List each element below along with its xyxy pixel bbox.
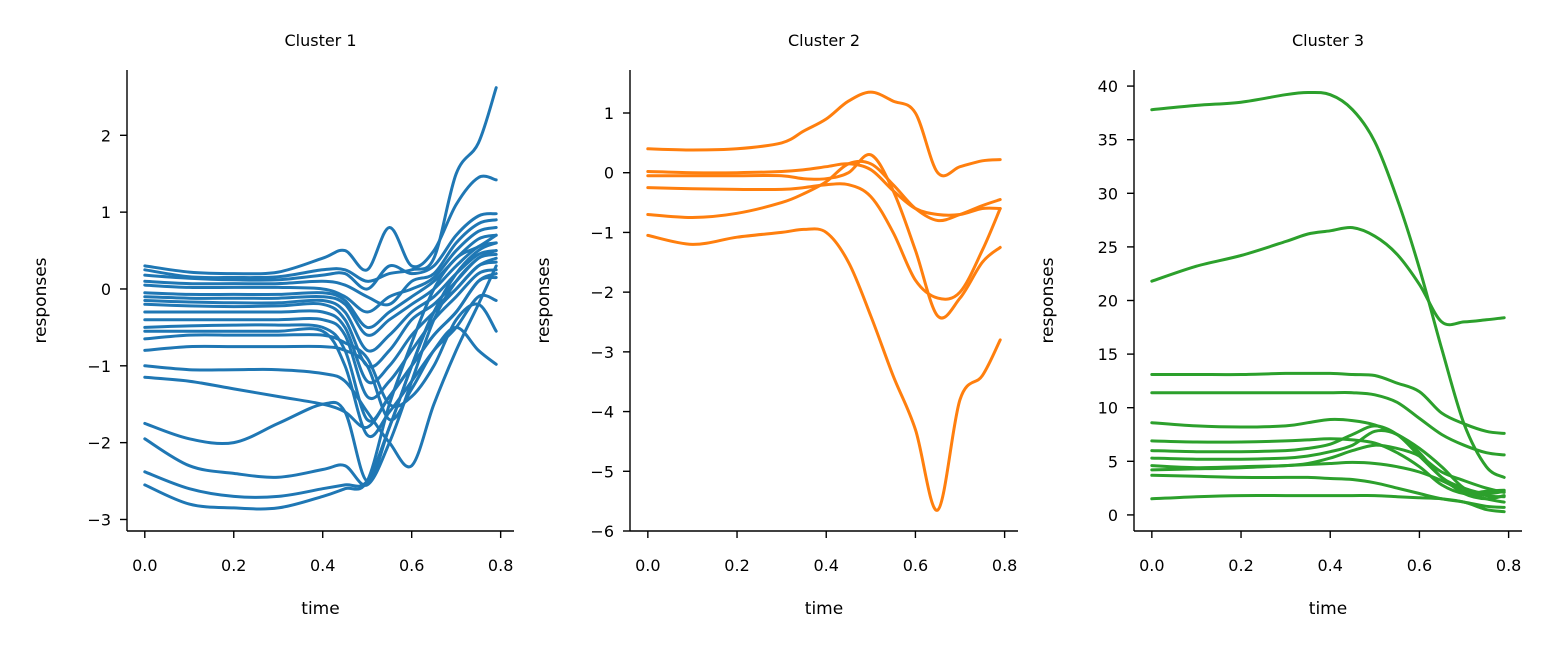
series-line-3 [646, 153, 1002, 320]
y-axis-label: responses [31, 257, 51, 343]
x-tick-label: 0.2 [1228, 556, 1253, 575]
y-tick-label: −5 [590, 462, 614, 481]
y-tick-label: −6 [590, 522, 614, 541]
panel-1: 0.0 0.2 0.4 0.6 0.8 −3 −2 −1 0 1 2 Cluster 1 time res… [31, 31, 514, 619]
y-tick-label: 10 [1098, 399, 1118, 418]
y-tick-label: −3 [590, 343, 614, 362]
series-line-17 [143, 272, 498, 430]
series-group [143, 86, 498, 511]
y-tick-label: −2 [590, 283, 614, 302]
x-tick-label: 0.6 [903, 556, 928, 575]
series-line-8 [1150, 429, 1506, 496]
series-line-12 [1150, 494, 1506, 514]
x-tick-label: 0.4 [310, 556, 335, 575]
panel-title: Cluster 1 [284, 31, 356, 50]
y-tick-label: 2 [101, 126, 111, 145]
panel-3: 0.0 0.2 0.4 0.6 0.8 0 5 10 15 20 25 30 35 40 Cluster 3… [1038, 31, 1522, 619]
series-line-3 [143, 212, 498, 291]
x-tick-label: 0.4 [1318, 556, 1343, 575]
series-line-1 [1150, 90, 1506, 479]
series-line-3 [1150, 371, 1506, 435]
series-line-21 [143, 233, 498, 511]
series-line-4 [1150, 391, 1506, 457]
series-line-15 [143, 325, 498, 422]
series-line-2 [1150, 225, 1506, 327]
y-tick-label: 5 [1108, 452, 1118, 471]
series-group [646, 90, 1002, 512]
x-tick-label: 0.0 [1139, 556, 1164, 575]
y-tick-label: 1 [101, 203, 111, 222]
series-line-1 [143, 174, 498, 276]
y-tick-label: −3 [87, 510, 111, 529]
series-line-11 [143, 268, 498, 400]
y-tick-label: −2 [87, 434, 111, 453]
y-tick-label: −1 [590, 223, 614, 242]
series-line-7 [1150, 424, 1506, 501]
x-tick-label: 0.2 [724, 556, 749, 575]
series-line-16 [143, 264, 498, 469]
x-tick-label: 0.8 [488, 556, 513, 575]
x-tick-label: 0.0 [132, 556, 157, 575]
x-tick-label: 0.0 [635, 556, 660, 575]
y-tick-label: 35 [1098, 131, 1118, 150]
series-line-13 [143, 293, 498, 439]
x-axis-label: time [805, 599, 843, 619]
y-tick-label: 20 [1098, 292, 1118, 311]
x-tick-label: 0.6 [399, 556, 424, 575]
series-line-5 [143, 226, 498, 314]
y-tick-label: 25 [1098, 238, 1118, 257]
y-tick-label: 0 [1108, 506, 1118, 525]
y-axis-label: responses [534, 257, 554, 343]
panel-title: Cluster 3 [1292, 31, 1364, 50]
x-tick-label: 0.6 [1407, 556, 1432, 575]
series-line-6 [646, 227, 1002, 512]
y-tick-label: 0 [101, 280, 111, 299]
y-tick-label: 15 [1098, 345, 1118, 364]
x-axis-label: time [301, 599, 339, 619]
y-axis-label: responses [1038, 257, 1058, 343]
y-tick-label: 1 [604, 104, 614, 123]
panel-2: 0.0 0.2 0.4 0.6 0.8 −6 −5 −4 −3 −2 −1 0 1 Cluster 2 ti… [534, 31, 1018, 619]
series-line-7 [143, 241, 498, 337]
y-tick-label: −4 [590, 403, 614, 422]
series-line-4 [646, 182, 1002, 301]
x-tick-label: 0.8 [992, 556, 1017, 575]
x-tick-label: 0.2 [221, 556, 246, 575]
y-tick-label: −1 [87, 357, 111, 376]
series-group [1150, 90, 1506, 514]
series-line-19 [143, 249, 498, 487]
series-line-5 [646, 159, 1002, 223]
series-line-14 [143, 302, 498, 409]
series-line-2 [143, 86, 498, 283]
panel-title: Cluster 2 [788, 31, 860, 50]
y-tick-label: 30 [1098, 184, 1118, 203]
series-line-1 [646, 90, 1002, 178]
series-line-4 [143, 218, 498, 307]
x-axis-label: time [1309, 599, 1347, 619]
y-tick-label: 40 [1098, 77, 1118, 96]
x-tick-label: 0.4 [814, 556, 839, 575]
x-tick-label: 0.8 [1496, 556, 1521, 575]
y-tick-label: 0 [604, 164, 614, 183]
series-line-10 [1150, 460, 1506, 504]
